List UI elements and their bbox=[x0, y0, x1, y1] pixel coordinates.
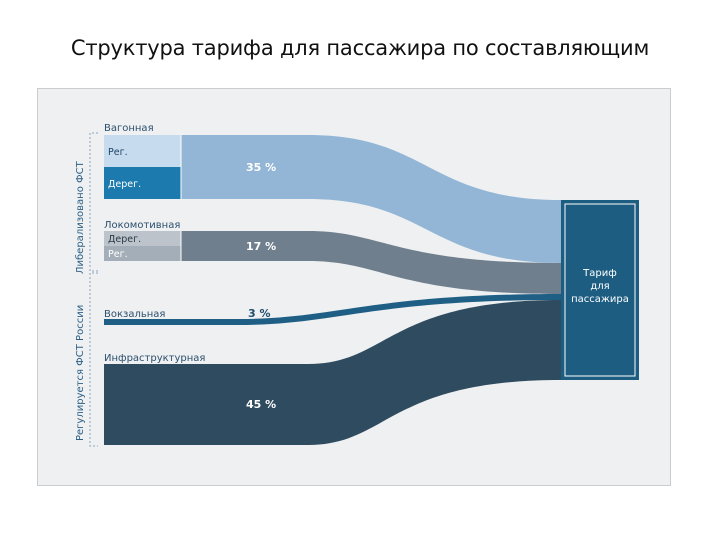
flow-infra bbox=[104, 300, 561, 445]
category-label-station: Вокзальная bbox=[104, 309, 165, 320]
target-label-line1: Тариф bbox=[582, 268, 617, 279]
percent-label-station: 3 % bbox=[248, 307, 271, 320]
segment-label-loco-dereg: Дерег. bbox=[108, 234, 141, 245]
category-label-infra: Инфраструктурная bbox=[104, 353, 205, 364]
percent-label-loco: 17 % bbox=[246, 240, 276, 253]
side-label-liberalized: Либерализовано ФСТ bbox=[75, 160, 86, 274]
flow-wagon bbox=[104, 135, 561, 263]
target-box-inner-border bbox=[564, 203, 636, 377]
target-label-line3: пассажира bbox=[571, 294, 629, 305]
segment-label-wagon-reg: Рег. bbox=[108, 147, 128, 158]
flow-loco bbox=[104, 231, 561, 294]
target-box bbox=[561, 200, 639, 380]
slide-title: Структура тарифа для пассажира по состав… bbox=[70, 36, 650, 60]
category-label-wagon: Вагонная bbox=[104, 123, 154, 134]
side-bracket bbox=[89, 132, 98, 447]
diagram-panel: Либерализовано ФСТ Регулируется ФСТ Росс… bbox=[37, 88, 671, 486]
segment-wagon-dereg bbox=[104, 167, 181, 199]
percent-label-infra: 45 % bbox=[246, 398, 276, 411]
segment-loco-reg bbox=[104, 246, 181, 261]
sankey-diagram: Либерализовано ФСТ Регулируется ФСТ Росс… bbox=[75, 123, 639, 447]
bracket-liberalized bbox=[89, 132, 98, 272]
target-label-line2: для bbox=[590, 281, 609, 292]
category-label-loco: Локомотивная bbox=[104, 220, 180, 231]
bracket-regulated bbox=[89, 272, 98, 447]
segment-label-wagon-dereg: Дерег. bbox=[108, 179, 141, 190]
segment-loco-dereg bbox=[104, 231, 181, 246]
segment-wagon-reg bbox=[104, 135, 181, 167]
percent-label-wagon: 35 % bbox=[246, 161, 276, 174]
flow-station bbox=[104, 294, 561, 325]
segment-label-loco-reg: Рег. bbox=[108, 249, 128, 260]
side-label-regulated: Регулируется ФСТ России bbox=[75, 305, 86, 441]
